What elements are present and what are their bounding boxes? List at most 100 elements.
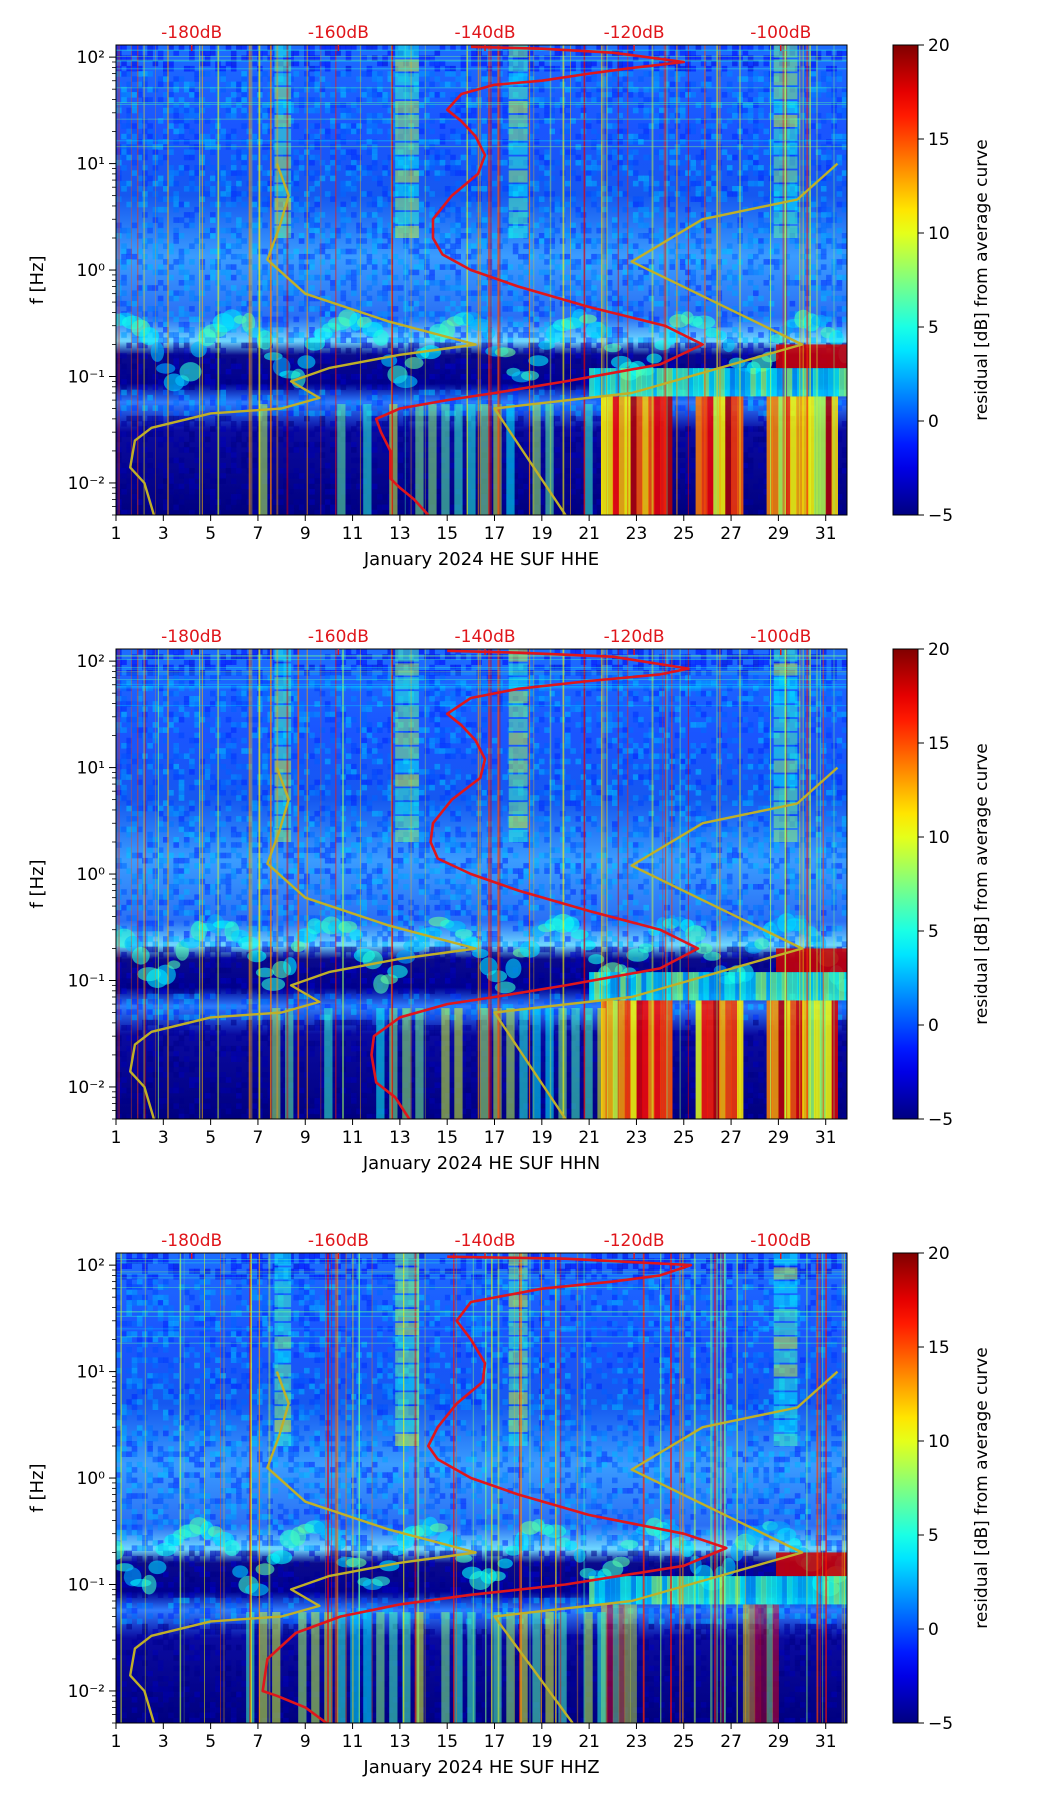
heatmap-cell bbox=[346, 437, 352, 443]
heatmap-cell bbox=[168, 176, 174, 182]
heatmap-cell bbox=[414, 332, 420, 338]
heatmap-cell bbox=[591, 290, 597, 296]
heatmap-cell bbox=[581, 390, 587, 396]
heatmap-cell bbox=[811, 275, 817, 281]
heatmap-cell bbox=[220, 243, 226, 249]
heatmap-cell bbox=[189, 170, 195, 176]
heatmap-cell bbox=[753, 170, 759, 176]
heatmap-cell bbox=[758, 212, 764, 218]
heatmap-cell bbox=[403, 458, 409, 464]
heatmap-cell bbox=[570, 358, 576, 364]
heatmap-cell bbox=[226, 102, 232, 108]
heatmap-cell bbox=[769, 92, 775, 98]
heatmap-cell bbox=[278, 306, 284, 312]
heatmap-cell bbox=[325, 343, 331, 349]
heatmap-cell bbox=[288, 264, 294, 270]
heatmap-cell bbox=[179, 458, 185, 464]
heatmap-cell bbox=[623, 223, 629, 229]
heatmap-cell bbox=[142, 170, 148, 176]
heatmap-cell bbox=[471, 196, 477, 202]
heatmap-cell bbox=[158, 217, 164, 223]
heatmap-cell bbox=[309, 123, 315, 129]
heatmap-cell bbox=[690, 82, 696, 88]
heatmap-cell bbox=[288, 285, 294, 291]
heatmap-cell bbox=[722, 223, 728, 229]
heatmap-cell bbox=[570, 223, 576, 229]
heatmap-cell bbox=[440, 155, 446, 161]
heatmap-cell bbox=[570, 384, 576, 390]
heatmap-cell bbox=[576, 358, 582, 364]
heatmap-cell bbox=[623, 280, 629, 286]
heatmap-cell bbox=[591, 358, 597, 364]
heatmap-cell bbox=[241, 139, 247, 145]
heatmap-cell bbox=[351, 426, 357, 432]
heatmap-cell bbox=[450, 71, 456, 77]
heatmap-cell bbox=[461, 113, 467, 119]
heatmap-cell bbox=[393, 395, 399, 401]
heatmap-cell bbox=[226, 275, 232, 281]
heatmap-cell bbox=[811, 71, 817, 77]
heatmap-cell bbox=[701, 348, 707, 354]
heatmap-cell bbox=[121, 181, 127, 187]
heatmap-cell bbox=[696, 186, 702, 192]
heatmap-cell bbox=[147, 97, 153, 103]
heatmap-cell bbox=[654, 71, 660, 77]
heatmap-cell bbox=[262, 223, 268, 229]
heatmap-cell bbox=[769, 275, 775, 281]
heatmap-cell bbox=[706, 249, 712, 255]
heatmap-cell bbox=[158, 207, 164, 213]
heatmap-cell bbox=[262, 395, 268, 401]
heatmap-cell bbox=[356, 123, 362, 129]
heatmap-cell bbox=[523, 243, 529, 249]
heatmap-cell bbox=[544, 223, 550, 229]
heatmap-cell bbox=[821, 76, 827, 82]
heatmap-cell bbox=[544, 212, 550, 218]
heatmap-cell bbox=[502, 301, 508, 307]
heatmap-cell bbox=[121, 243, 127, 249]
heatmap-cell bbox=[231, 160, 237, 166]
heatmap-cell bbox=[346, 379, 352, 385]
heatmap-cell bbox=[210, 233, 216, 239]
heatmap-cell bbox=[565, 139, 571, 145]
heatmap-cell bbox=[351, 447, 357, 453]
heatmap-cell bbox=[236, 405, 242, 411]
heatmap-cell bbox=[288, 348, 294, 354]
heatmap-cell bbox=[764, 71, 770, 77]
heatmap-cell bbox=[372, 458, 378, 464]
heatmap-cell bbox=[539, 155, 545, 161]
heatmap-cell bbox=[231, 463, 237, 469]
heatmap-cell bbox=[184, 405, 190, 411]
heatmap-cell bbox=[826, 113, 832, 119]
heatmap-cell bbox=[205, 233, 211, 239]
heatmap-cell bbox=[654, 181, 660, 187]
heatmap-cell bbox=[372, 149, 378, 155]
heatmap-cell bbox=[461, 217, 467, 223]
heatmap-cell bbox=[147, 463, 153, 469]
heatmap-cell bbox=[633, 243, 639, 249]
heatmap-cell bbox=[680, 296, 686, 302]
heatmap-cell bbox=[252, 458, 258, 464]
heatmap-cell bbox=[309, 452, 315, 458]
heatmap-cell bbox=[508, 332, 514, 338]
heatmap-cell bbox=[764, 196, 770, 202]
heatmap-cell bbox=[241, 123, 247, 129]
heatmap-cell bbox=[173, 170, 179, 176]
heatmap-cell bbox=[482, 306, 488, 312]
heatmap-cell bbox=[758, 217, 764, 223]
heatmap-cell bbox=[184, 395, 190, 401]
heatmap-cell bbox=[314, 123, 320, 129]
heatmap-cell bbox=[414, 270, 420, 276]
heatmap-cell bbox=[701, 202, 707, 208]
heatmap-cell bbox=[121, 379, 127, 385]
heatmap-cell bbox=[194, 447, 200, 453]
heatmap-cell bbox=[377, 196, 383, 202]
heatmap-cell bbox=[210, 259, 216, 265]
heatmap-cell bbox=[455, 102, 461, 108]
heatmap-cell bbox=[205, 275, 211, 281]
heatmap-cell bbox=[690, 160, 696, 166]
heatmap-cell bbox=[179, 249, 185, 255]
heatmap-cell bbox=[241, 301, 247, 307]
heatmap-cell bbox=[236, 217, 242, 223]
heatmap-cell bbox=[753, 400, 759, 406]
heatmap-cell bbox=[748, 223, 754, 229]
